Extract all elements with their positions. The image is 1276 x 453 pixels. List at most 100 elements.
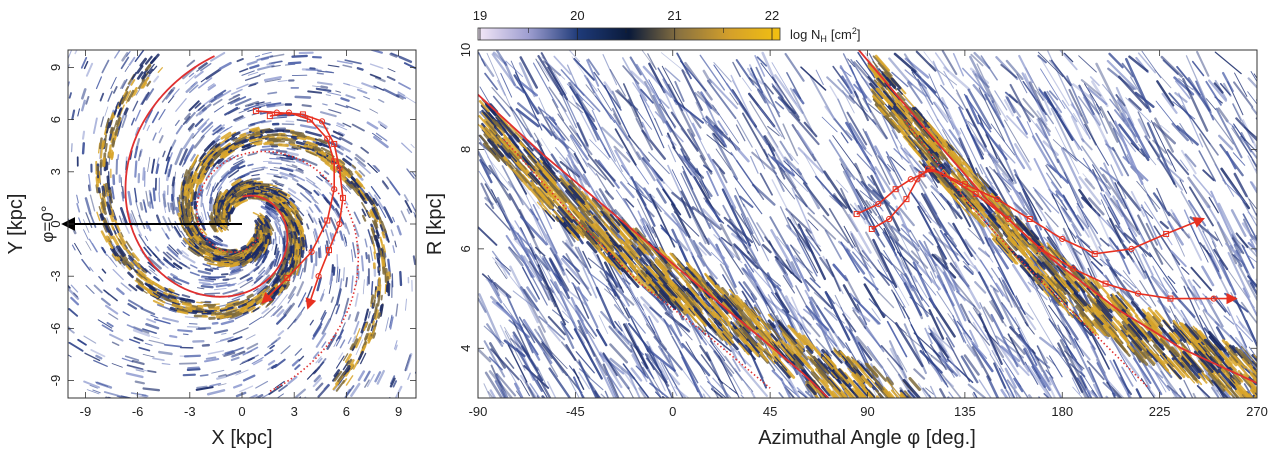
gas-streak [919, 201, 933, 220]
left-y-tick-label: -3 [48, 270, 63, 282]
gas-streak [206, 389, 226, 396]
arm-gas-clump [268, 197, 280, 205]
gas-streak [389, 52, 398, 58]
gas-streak [196, 385, 208, 390]
arm-gas-clump [223, 311, 233, 316]
arm-gas-clump [373, 234, 380, 248]
gas-streak [239, 68, 249, 73]
arm-gas-clump [344, 171, 352, 178]
arm-gas-clump [216, 157, 225, 164]
gas-streak [205, 175, 214, 190]
gas-streak [99, 92, 105, 102]
gas-streak [541, 341, 568, 369]
gas-streak [357, 370, 366, 382]
arm-gas-clump [139, 57, 147, 67]
arm-gas-clump [280, 269, 285, 276]
gas-streak [148, 339, 165, 345]
arm-gas-clump [320, 158, 330, 165]
gas-streak [277, 80, 288, 82]
gas-streak [329, 304, 337, 320]
arm-gas-clump [203, 247, 211, 254]
gas-streak [627, 98, 638, 118]
gas-streak [377, 203, 387, 219]
gas-streak [905, 333, 933, 357]
gas-streak [103, 289, 118, 302]
gas-streak [88, 173, 92, 191]
gas-streak [181, 250, 189, 257]
gas-streak [165, 146, 173, 162]
arm-gas-clump [379, 305, 382, 312]
gas-streak [636, 63, 662, 105]
gas-streak [227, 97, 241, 105]
gas-streak [1082, 157, 1105, 192]
arm-gas-clump [286, 135, 300, 138]
gas-streak [990, 94, 1008, 122]
gas-streak [716, 396, 720, 398]
gas-streak [317, 357, 323, 364]
gas-streak [142, 117, 149, 130]
gas-streak [1039, 336, 1065, 357]
arm-gas-clump [141, 73, 147, 80]
arm-gas-clump [217, 251, 227, 255]
arm-gas-clump [294, 210, 303, 221]
arm-gas-clump [231, 145, 239, 151]
gas-streak [638, 387, 647, 398]
gas-streak [493, 396, 495, 398]
gas-streak [197, 118, 210, 131]
arm-gas-clump [354, 336, 362, 349]
arm-gas-clump [219, 199, 224, 210]
arm-gas-clump [140, 76, 150, 89]
gas-streak [270, 307, 281, 318]
arm-gas-clump [246, 293, 254, 299]
arm-gas-clump [266, 278, 272, 284]
gas-streak [915, 50, 937, 72]
gas-streak [519, 374, 538, 398]
arm-gas-clump [202, 153, 211, 163]
gas-streak [240, 127, 250, 132]
gas-streak [124, 65, 129, 72]
arm-gas-clump [260, 183, 270, 188]
arm-gas-clump [187, 247, 201, 257]
arm-gas-clump [341, 165, 354, 176]
gas-streak [166, 251, 179, 263]
gas-streak [131, 359, 145, 366]
arm-gas-clump [99, 149, 103, 159]
arm-gas-clump [130, 79, 136, 86]
gas-streak [1218, 259, 1237, 296]
gas-streak [109, 333, 124, 342]
arm-gas-clump [277, 268, 284, 276]
gas-streak [415, 236, 416, 238]
gas-streak [166, 246, 179, 258]
arm-gas-clump [135, 277, 143, 284]
gas-streak [257, 64, 275, 71]
arm-gas-clump [210, 213, 215, 224]
arm-gas-clump [179, 298, 188, 302]
arm-gas-clump [231, 178, 242, 187]
gas-streak [495, 373, 509, 398]
gas-streak [1016, 73, 1028, 94]
arm-gas-clump [184, 213, 190, 224]
gas-streak [68, 327, 75, 334]
gas-streak [1187, 286, 1199, 300]
gas-streak [699, 385, 712, 398]
gas-streak [660, 224, 671, 237]
arm-gas-clump [191, 206, 195, 216]
gas-streak [200, 189, 204, 197]
arm-gas-clump [120, 90, 129, 105]
gas-streak [708, 78, 738, 110]
gas-streak [269, 344, 275, 350]
gas-streak [394, 344, 398, 351]
arm-gas-clump [222, 189, 227, 196]
gas-streak [239, 385, 254, 393]
left-y-tick-label: -6 [48, 323, 63, 335]
gas-streak [1016, 116, 1028, 135]
gas-streak [832, 194, 848, 209]
gas-streak [698, 242, 712, 257]
gas-streak [147, 369, 157, 374]
gas-streak [146, 124, 151, 132]
gas-streak [189, 264, 198, 269]
gas-streak [314, 228, 318, 235]
left-y-tick-label: 0 [48, 220, 63, 227]
gas-streak [790, 111, 820, 146]
gas-streak [269, 157, 283, 160]
